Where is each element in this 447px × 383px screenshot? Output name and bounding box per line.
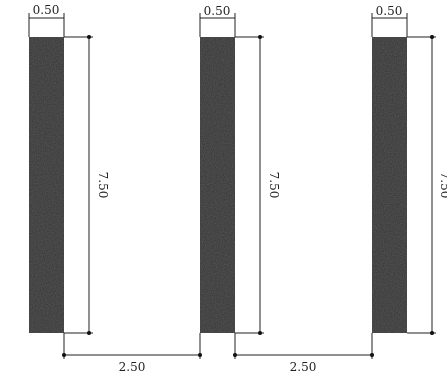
column-1-texture <box>29 37 64 333</box>
spacing-2-tick-left <box>233 353 237 357</box>
column-3-texture <box>372 37 407 333</box>
column-3-height-label: 7.50 <box>438 172 447 199</box>
column-2-width-label: 0.50 <box>204 4 231 18</box>
column-1-height-label: 7.50 <box>96 172 110 199</box>
spacing-1: 2.50 <box>62 333 202 374</box>
spacing-2: 2.50 <box>233 333 374 374</box>
column-1-width-label: 0.50 <box>33 3 60 17</box>
column-3-width-label: 0.50 <box>376 4 403 18</box>
column-2-height-tick-top <box>258 35 262 39</box>
column-1: 0.50 7.50 <box>28 3 110 335</box>
column-3-height-tick-top <box>430 35 434 39</box>
column-2-height-tick-bottom <box>258 331 262 335</box>
column-3-height-tick-bottom <box>430 331 434 335</box>
column-1-height-tick-bottom <box>87 331 91 335</box>
column-2-height-label: 7.50 <box>267 172 281 199</box>
spacing-2-tick-right <box>370 353 374 357</box>
column-2: 0.50 7.50 <box>199 4 281 335</box>
spacing-2-label: 2.50 <box>290 360 317 374</box>
spacing-1-label: 2.50 <box>119 360 146 374</box>
column-3: 0.50 7.50 <box>371 4 447 335</box>
spacing-1-tick-right <box>198 353 202 357</box>
spacing-1-tick-left <box>62 353 66 357</box>
column-2-texture <box>200 37 235 333</box>
column-1-height-tick-top <box>87 35 91 39</box>
